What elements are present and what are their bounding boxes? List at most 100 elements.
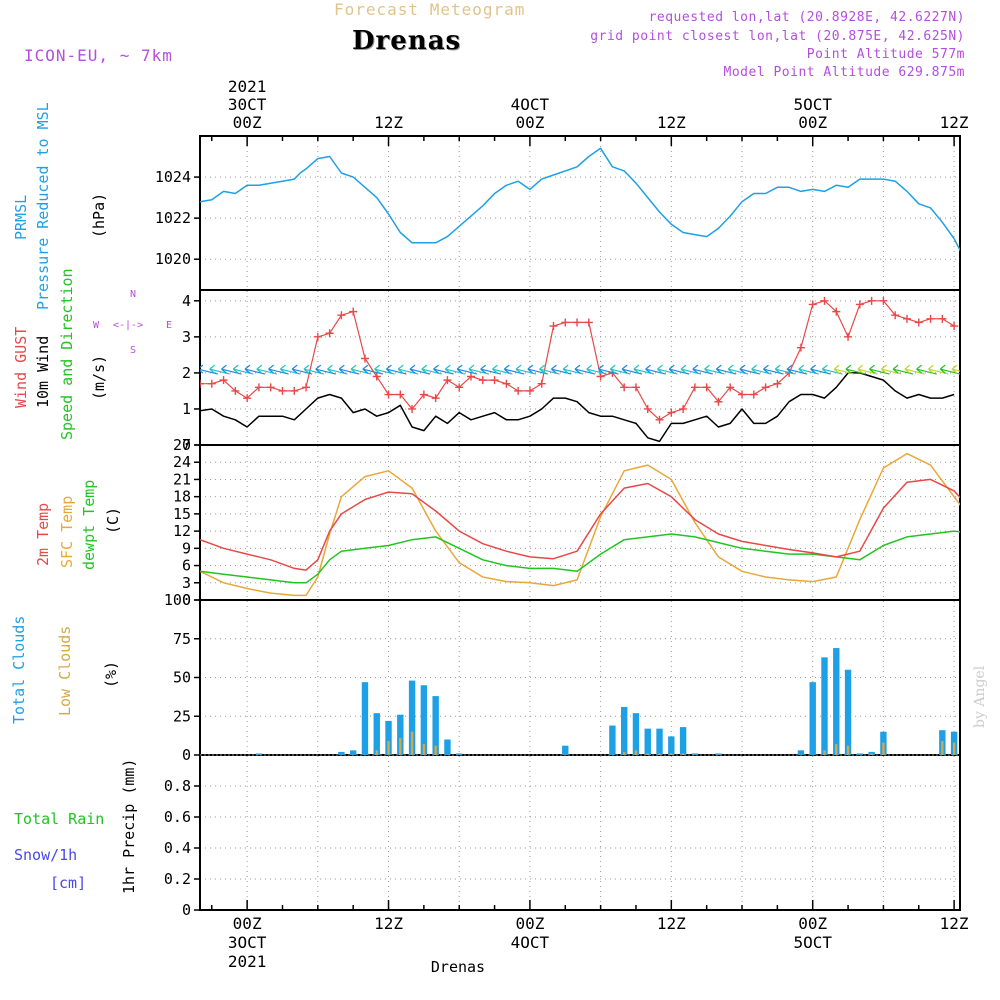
- gust-marker: [431, 394, 440, 403]
- wind-direction-arrow: [987, 365, 1000, 374]
- gust-marker: [337, 311, 346, 320]
- wind-direction-arrow: [704, 364, 725, 375]
- temperature-ytick-label: 0: [182, 591, 191, 609]
- wind-direction-arrow: [763, 364, 784, 375]
- total-cloud-bar: [361, 682, 369, 755]
- wind-direction-arrow: [892, 364, 914, 375]
- gust-marker: [620, 383, 629, 392]
- gust-marker: [596, 372, 605, 381]
- total-cloud-bar: [408, 680, 416, 755]
- wind-direction-arrow: [256, 364, 277, 375]
- temperature-ytick-label: 3: [182, 574, 191, 592]
- clouds-axis: 0 25 50 75 100: [164, 591, 961, 764]
- wind-direction-arrow: [551, 364, 572, 375]
- low-cloud-bar: [658, 753, 661, 755]
- gust-marker: [443, 376, 452, 385]
- total-cloud-bar: [986, 729, 992, 755]
- gust-marker: [891, 311, 900, 320]
- gust-marker: [290, 386, 299, 395]
- total-cloud-bar: [609, 725, 616, 755]
- precipitation-ytick-label: 0.2: [164, 870, 191, 888]
- gust-marker: [808, 300, 817, 309]
- wind-direction-arrow: [586, 364, 607, 375]
- gust-marker: [950, 322, 959, 331]
- model-label: ICON-EU, ~ 7km: [24, 46, 173, 65]
- top-axis-hour: 12Z: [940, 113, 969, 132]
- wind-direction-arrow: [833, 364, 855, 375]
- pressure-frame: [199, 135, 961, 291]
- gust-marker: [914, 318, 923, 327]
- low-cloud-bar: [670, 753, 673, 755]
- gust-marker: [690, 383, 699, 392]
- gust-marker: [867, 296, 876, 305]
- gust-marker: [467, 372, 476, 381]
- gust-marker: [549, 322, 558, 331]
- gust-marker: [219, 376, 228, 385]
- total-cloud-bar: [444, 739, 451, 755]
- wind-ytick-label: 2: [182, 364, 191, 382]
- gust-marker: [525, 386, 534, 395]
- total-cloud-bar: [349, 750, 357, 755]
- wind-direction-arrow: [727, 364, 749, 375]
- top-axis-hour: 00Z: [798, 113, 827, 132]
- low-cloud-bar: [835, 744, 838, 755]
- wind-direction-arrow: [386, 364, 407, 375]
- wind-direction-arrow: [869, 364, 890, 375]
- wind-direction-arrow: [279, 364, 301, 375]
- gust-marker: [738, 390, 747, 399]
- total-cloud-bar: [562, 745, 569, 755]
- gust-marker: [761, 383, 770, 392]
- gust-marker: [820, 296, 829, 305]
- bottom-axis-year: 2021: [228, 952, 267, 971]
- temperature-ytick-label: 15: [173, 505, 191, 523]
- gust-marker: [325, 329, 334, 338]
- gust-marker: [714, 397, 723, 406]
- low-cloud-bar: [846, 745, 850, 755]
- total-cloud-bar: [255, 753, 263, 755]
- low-cloud-bar: [375, 750, 378, 755]
- wind-direction-arrow: [515, 364, 537, 375]
- wind-direction-arrow: [645, 364, 666, 375]
- wind-direction-arrow: [774, 364, 796, 375]
- wind-direction-arrow: [221, 364, 242, 375]
- point-altitude: Point Altitude 577m: [806, 47, 965, 62]
- gust-marker: [478, 376, 487, 385]
- total-cloud-bar: [644, 728, 651, 755]
- temperature-ytick-label: 21: [173, 470, 191, 488]
- wind-direction-arrow: [409, 364, 431, 375]
- low-cloud-bar: [622, 751, 626, 755]
- wind-direction-arrow: [680, 364, 702, 375]
- total-cloud-bar: [821, 657, 828, 755]
- total-cloud-bar: [844, 669, 852, 755]
- temperature-ytick-label: 24: [173, 453, 191, 471]
- total-cloud-bar: [373, 713, 380, 755]
- wind-direction-arrow: [268, 364, 289, 375]
- wind-direction-arrow: [338, 364, 360, 375]
- total-cloud-bar: [668, 736, 675, 755]
- wind-ytick-label: 4: [182, 292, 191, 310]
- wind-direction-arrow: [633, 364, 655, 375]
- wind-direction-arrow: [350, 364, 372, 375]
- wind-ytick-label: 1: [182, 400, 191, 418]
- snow-label: Snow/1h: [14, 846, 78, 864]
- plot-area: [200, 147, 1000, 910]
- wind-direction-arrow: [857, 364, 878, 375]
- precipitation-ytick-label: 0.8: [164, 777, 191, 795]
- gust-marker: [207, 379, 216, 388]
- total-cloud-bar: [833, 648, 840, 755]
- bottom-axis-date: 4OCT: [511, 933, 550, 952]
- wind-direction-arrow: [421, 364, 442, 375]
- precipitation-axis: 0 0.2 0.4 0.6 0.8: [164, 754, 961, 919]
- wind-direction-arrow: [209, 364, 230, 375]
- wind-direction-arrow: [916, 364, 937, 375]
- gust-marker: [243, 394, 252, 403]
- bottom-axis-hour: 00Z: [515, 914, 544, 933]
- wind-direction-arrow: [574, 364, 596, 375]
- clouds-ytick-label: 0: [182, 746, 191, 764]
- gust-marker: [537, 379, 546, 388]
- wind-direction-arrow: [397, 364, 419, 375]
- temperature-ytick-label: 12: [173, 522, 191, 540]
- gust-marker: [561, 318, 570, 327]
- wind-direction-arrow: [456, 364, 478, 375]
